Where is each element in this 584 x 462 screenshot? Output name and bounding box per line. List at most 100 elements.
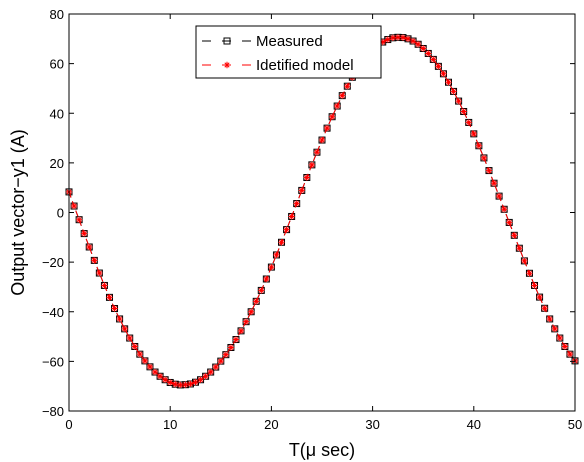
- data-point: [511, 232, 518, 239]
- data-point: [404, 35, 412, 43]
- data-point: [506, 219, 513, 226]
- data-point: [394, 34, 402, 41]
- data-point: [202, 373, 209, 380]
- data-point: [455, 97, 462, 105]
- data-point: [490, 180, 498, 187]
- data-point: [409, 37, 417, 45]
- data-point: [303, 174, 311, 181]
- data-point: [222, 351, 230, 358]
- data-point: [263, 275, 270, 283]
- x-tick-label: 30: [365, 417, 379, 432]
- data-point: [333, 102, 341, 110]
- x-tick-label: 40: [467, 417, 481, 432]
- data-point: [111, 305, 118, 312]
- data-point: [551, 325, 558, 333]
- data-point: [232, 336, 240, 343]
- data-point: [328, 113, 336, 120]
- data-point: [425, 50, 432, 57]
- data-point: [556, 334, 564, 342]
- data-point: [101, 282, 108, 289]
- data-point: [318, 136, 326, 144]
- data-point: [247, 308, 255, 315]
- data-point: [121, 325, 128, 333]
- data-point: [177, 381, 184, 389]
- data-point: [258, 287, 265, 294]
- data-point: [465, 119, 472, 126]
- x-tick-label: 10: [163, 417, 177, 432]
- data-point: [172, 381, 179, 388]
- y-tick-label: −20: [42, 255, 64, 270]
- data-point: [313, 149, 321, 156]
- data-point: [323, 124, 331, 132]
- data-point: [187, 380, 194, 388]
- data-point: [217, 357, 224, 365]
- y-tick-label: −60: [42, 354, 64, 369]
- y-tick-label: 60: [50, 57, 64, 72]
- data-point: [237, 327, 245, 335]
- data-point: [531, 282, 538, 289]
- data-point: [379, 38, 386, 46]
- data-point: [536, 293, 543, 301]
- data-point: [541, 305, 548, 312]
- data-point: [75, 216, 83, 223]
- data-point: [293, 200, 300, 207]
- data-point: [141, 357, 149, 365]
- data-point: [500, 206, 508, 213]
- data-point: [420, 45, 427, 52]
- data-point: [389, 34, 397, 42]
- data-point: [197, 376, 204, 383]
- data-point: [344, 83, 351, 90]
- data-point: [151, 368, 159, 376]
- data-point: [526, 270, 533, 277]
- legend: Measured Idetified model: [195, 25, 382, 79]
- data-point: [480, 154, 488, 162]
- data-point: [146, 363, 154, 371]
- data-point: [435, 63, 442, 70]
- data-point: [450, 88, 457, 95]
- data-point: [283, 226, 290, 233]
- data-point: [430, 56, 437, 63]
- y-tick-label: 20: [50, 156, 64, 171]
- data-point: [136, 350, 144, 358]
- data-point: [288, 213, 295, 220]
- data-point: [207, 368, 214, 376]
- data-point: [80, 230, 88, 237]
- axis-ticks: 0 10 20 30 40 50 −80 −60 −40 −20 0 20 40 60 80: [42, 7, 582, 432]
- y-tick-label: 80: [50, 7, 64, 22]
- data-point: [278, 239, 285, 246]
- data-point: [546, 315, 553, 323]
- data-point: [227, 344, 235, 351]
- data-point: [96, 269, 103, 277]
- legend-item: Measured: [202, 33, 323, 50]
- data-point: [268, 263, 275, 271]
- data-point: [460, 108, 467, 115]
- data-point: [161, 376, 169, 383]
- data-point: [298, 187, 305, 194]
- data-point: [86, 243, 93, 251]
- data-point: [440, 70, 447, 77]
- data-point: [182, 381, 189, 388]
- x-tick-label: 0: [65, 417, 72, 432]
- data-point: [126, 334, 133, 342]
- data-point: [212, 363, 219, 371]
- legend-item: Idetified model: [202, 57, 354, 74]
- legend-marker: [223, 37, 231, 45]
- data-point: [167, 379, 174, 386]
- data-point: [156, 373, 164, 380]
- data-point: [485, 167, 493, 174]
- data-point: [445, 79, 452, 86]
- legend-box: [195, 25, 382, 79]
- data-point: [384, 36, 391, 43]
- data-point: [106, 294, 113, 301]
- data-point: [566, 350, 574, 358]
- y-axis-label: Output vector−y1 (A): [8, 129, 28, 296]
- data-point: [475, 142, 483, 149]
- data-point: [273, 251, 280, 259]
- data-point: [308, 161, 316, 169]
- y-tick-label: −40: [42, 305, 64, 320]
- legend-label: Idetified model: [256, 57, 354, 74]
- data-point: [399, 34, 407, 41]
- legend-marker: [223, 61, 231, 69]
- x-axis-label: T(μ sec): [289, 440, 355, 460]
- data-point: [131, 343, 138, 350]
